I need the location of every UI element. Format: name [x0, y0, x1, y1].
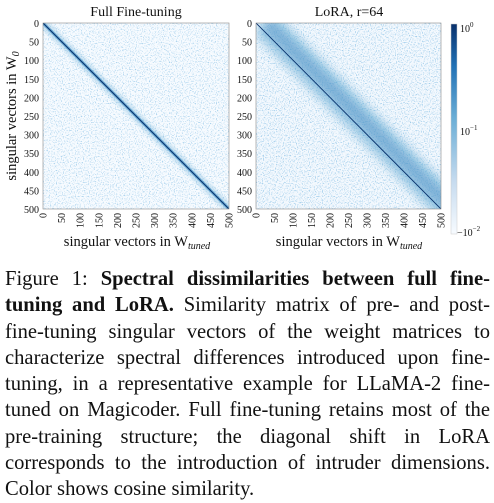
left-diagonal-line — [43, 23, 229, 209]
y-tick-label: 500 — [237, 205, 252, 216]
y-tick-label: 350 — [237, 149, 252, 160]
colorbar-mid-base: 10 — [460, 127, 470, 138]
y-tick-label: 500 — [24, 205, 39, 216]
x-tick-label: 0 — [39, 213, 50, 218]
y-tick-label: 150 — [24, 75, 39, 86]
colorbar-mid-exponent: −1 — [470, 124, 478, 132]
y-tick-label: 300 — [24, 131, 39, 142]
right-x-axis-label-subscript: tuned — [400, 241, 423, 252]
y-tick-label: 100 — [24, 56, 39, 67]
y-tick-label: 250 — [24, 112, 39, 123]
x-tick-label: 350 — [381, 213, 392, 228]
caption-bold-title: Spectral dissimilarities between full fi… — [5, 268, 490, 317]
y-tick-label: 200 — [237, 93, 252, 104]
figure-caption: Figure 1: Spectral dissimilarities betwe… — [5, 266, 490, 503]
right-shifted-band-core — [261, 23, 441, 207]
x-tick-label: 300 — [150, 213, 161, 228]
x-tick-label: 200 — [326, 213, 337, 228]
caption-prefix: Figure 1: — [5, 268, 101, 290]
x-tick-label: 450 — [418, 213, 429, 228]
right-x-ticks: 0 50 100 150 200 250 300 350 400 450 500 — [252, 213, 448, 228]
x-tick-label: 400 — [187, 213, 198, 228]
y-tick-label: 50 — [29, 38, 39, 49]
y-tick-label: 50 — [242, 38, 252, 49]
right-x-axis-label-main: singular vectors in W — [276, 234, 400, 250]
x-tick-label: 300 — [363, 213, 374, 228]
y-tick-label: 150 — [237, 75, 252, 86]
y-tick-label: 350 — [24, 149, 39, 160]
colorbar-bottom-base: −10 — [457, 228, 473, 239]
y-tick-label: 450 — [24, 186, 39, 197]
right-y-ticks: 0 50 100 150 200 250 300 350 400 450 500 — [237, 19, 252, 216]
figure: Full Fine-tuning LoRA, r=64 0 50 100 150… — [4, 5, 481, 252]
right-heatmap — [256, 23, 441, 209]
y-tick-label: 250 — [237, 112, 252, 123]
x-tick-label: 500 — [225, 213, 236, 228]
x-tick-label: 50 — [270, 213, 281, 223]
x-tick-label: 100 — [76, 213, 87, 228]
colorbar-mid-label: 10−1 — [460, 124, 478, 138]
colorbar-top-base: 10 — [460, 24, 470, 35]
x-tick-label: 250 — [132, 213, 143, 228]
y-tick-label: 400 — [24, 168, 39, 179]
right-panel-title: LoRA, r=64 — [315, 5, 384, 20]
x-tick-label: 50 — [57, 213, 68, 223]
x-tick-label: 200 — [113, 213, 124, 228]
left-panel-title: Full Fine-tuning — [90, 5, 181, 20]
y-axis-label-subscript: 0 — [11, 51, 22, 56]
colorbar-bottom-exponent: −2 — [473, 225, 481, 233]
y-tick-label: 300 — [237, 131, 252, 142]
colorbar: 100 10−1 −10−2 — [450, 21, 481, 239]
left-x-ticks: 0 50 100 150 200 250 300 350 400 450 500 — [39, 213, 236, 228]
x-tick-label: 150 — [307, 213, 318, 228]
left-heatmap-frame — [42, 22, 230, 210]
right-diagonal-line — [256, 23, 441, 209]
x-tick-label: 400 — [400, 213, 411, 228]
caption-body: Similarity matrix of pre- and post-fine-… — [5, 294, 490, 501]
x-tick-label: 0 — [252, 213, 263, 218]
x-tick-label: 250 — [344, 213, 355, 228]
y-tick-label: 400 — [237, 168, 252, 179]
x-tick-label: 150 — [94, 213, 105, 228]
left-y-ticks: 0 50 100 150 200 250 300 350 400 450 500 — [24, 19, 39, 216]
colorbar-bottom-label: −10−2 — [457, 225, 481, 239]
y-axis-label-main: singular vectors in W — [4, 56, 20, 180]
colorbar-frame — [450, 23, 458, 235]
y-axis-label: singular vectors in W0 — [4, 51, 22, 180]
right-x-axis-label: singular vectors in Wtuned — [276, 234, 423, 252]
x-tick-label: 350 — [169, 213, 180, 228]
y-tick-label: 0 — [247, 19, 252, 30]
colorbar-top-exponent: 0 — [470, 21, 474, 29]
colorbar-top-label: 100 — [460, 21, 474, 35]
y-tick-label: 200 — [24, 93, 39, 104]
colorbar-gradient — [451, 24, 457, 234]
left-x-axis-label-subscript: tuned — [188, 241, 211, 252]
left-heatmap — [43, 23, 229, 209]
y-tick-label: 450 — [237, 186, 252, 197]
y-tick-label: 0 — [34, 19, 39, 30]
x-tick-label: 450 — [206, 213, 217, 228]
x-tick-label: 500 — [437, 213, 448, 228]
x-tick-label: 100 — [289, 213, 300, 228]
y-tick-label: 100 — [237, 56, 252, 67]
left-x-axis-label: singular vectors in Wtuned — [64, 234, 211, 252]
right-heatmap-frame — [255, 22, 442, 210]
left-x-axis-label-main: singular vectors in W — [64, 234, 188, 250]
